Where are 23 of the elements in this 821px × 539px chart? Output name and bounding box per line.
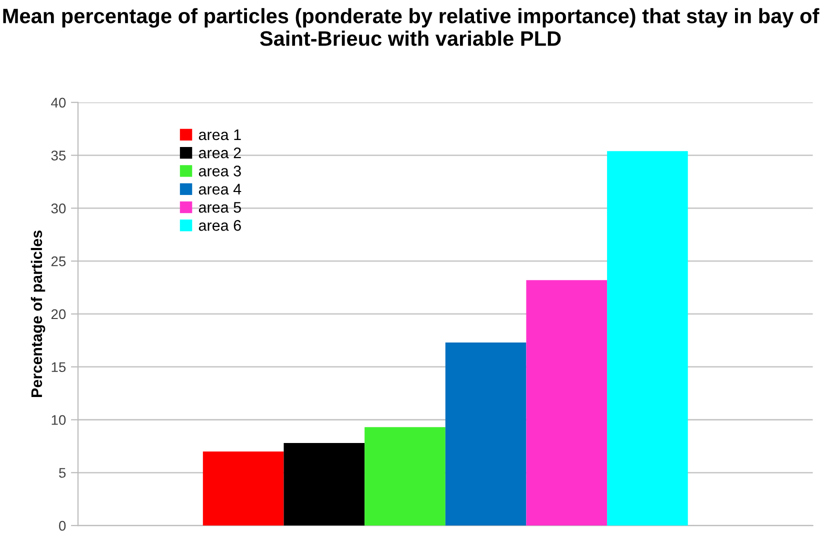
legend-label: area 2	[198, 147, 241, 158]
legend-label: area 3	[198, 166, 241, 176]
y-tick-label: 5	[59, 468, 66, 478]
chart-title: Mean percentage of particles (ponderate by relative importance) that stay in bay of Saint-Brieuc with variable PLD	[3, 8, 820, 46]
bar	[202, 451, 284, 526]
y-tick-label: 35	[51, 150, 66, 160]
bar	[607, 151, 688, 526]
y-tick-label: 20	[51, 309, 66, 320]
legend-label: area 5	[198, 202, 241, 213]
legend-label: area 1	[198, 129, 241, 140]
y-tick-label: 0	[59, 520, 66, 531]
bar	[526, 280, 608, 526]
bar	[445, 342, 526, 526]
y-axis-title: Percentage of particles	[30, 230, 46, 397]
y-tick-label: 30	[51, 204, 66, 214]
y-tick-label: 25	[51, 256, 66, 266]
bar	[284, 443, 365, 526]
y-tick-label: 10	[52, 415, 66, 425]
y-tick-label: 40	[51, 98, 66, 108]
y-tick-label: 15	[52, 362, 66, 372]
legend-label: area 6	[198, 220, 241, 231]
bar	[364, 427, 446, 526]
legend-label: area 4	[198, 184, 242, 195]
